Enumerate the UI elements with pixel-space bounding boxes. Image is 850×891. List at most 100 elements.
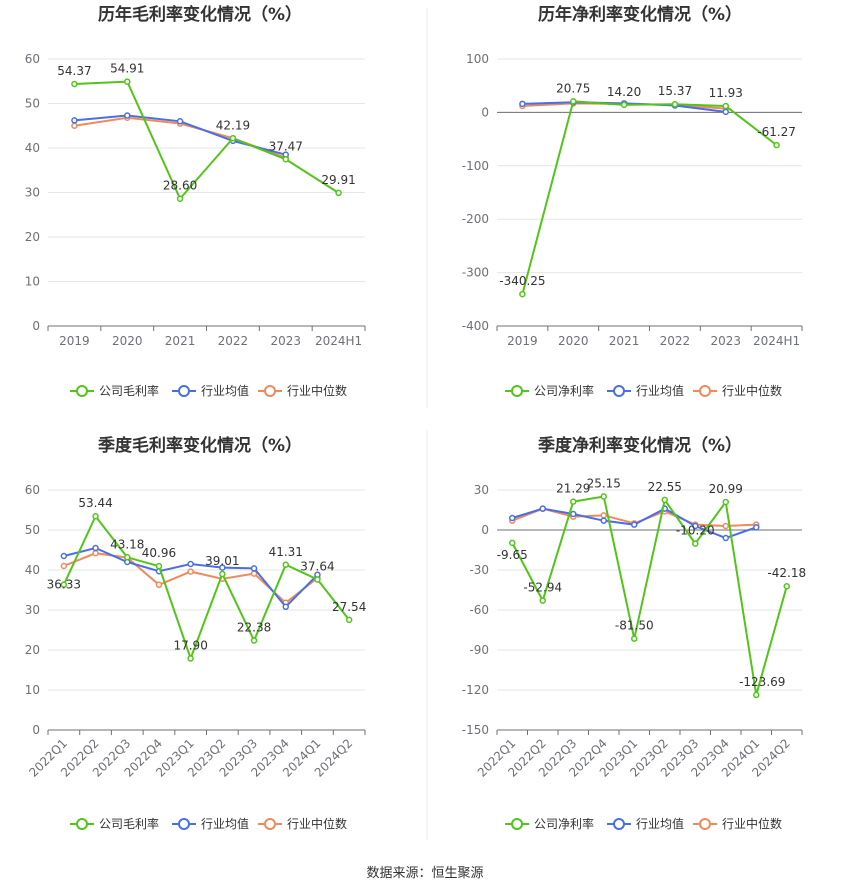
x-tick-label: 2019 [507, 334, 538, 348]
data-point [124, 554, 131, 561]
data-label: 21.29 [556, 482, 590, 496]
y-tick-label: 20 [25, 230, 40, 244]
data-label: -61.27 [757, 125, 796, 139]
legend-swatch-marker [511, 818, 523, 830]
data-label: 28.60 [163, 179, 197, 193]
data-point [250, 637, 258, 644]
data-label: -52.94 [523, 581, 562, 595]
data-point [282, 561, 289, 569]
y-tick-label: -200 [462, 212, 489, 226]
data-point [753, 691, 760, 699]
legend-swatch-marker [178, 818, 190, 830]
y-tick-label: 30 [474, 483, 489, 497]
series-line-0 [521, 100, 778, 295]
x-tick-label: 2020 [112, 334, 143, 348]
data-label: 27.54 [332, 600, 366, 614]
legend-label: 公司净利率 [534, 383, 594, 398]
legend-item: 行业均值 [172, 816, 249, 831]
legend-label: 行业均值 [636, 816, 684, 831]
y-tick-label: 30 [25, 603, 40, 617]
x-tick-label: 2019 [59, 334, 90, 348]
data-point [570, 98, 577, 105]
legend-item: 行业均值 [172, 383, 249, 398]
data-point [692, 540, 699, 547]
data-point [539, 597, 546, 604]
data-point [570, 498, 577, 505]
y-tick-label: 40 [25, 563, 40, 577]
legend-label: 行业中位数 [722, 383, 782, 398]
y-tick-label: 0 [32, 319, 40, 333]
y-tick-label: 10 [25, 683, 40, 697]
data-point [219, 564, 226, 571]
data-label: 37.64 [300, 559, 334, 573]
legend-item: 行业中位数 [258, 383, 347, 398]
legend-label: 公司毛利率 [99, 383, 159, 398]
legend-label: 行业均值 [201, 383, 249, 398]
data-source-footer: 数据来源：恒生聚源 [366, 866, 484, 881]
x-tick-label: 2020 [558, 334, 589, 348]
data-label: 39.01 [205, 554, 239, 568]
data-point [219, 570, 226, 578]
data-label: -42.18 [767, 566, 806, 580]
data-point [314, 576, 321, 583]
data-point [519, 290, 526, 298]
series-line-0 [74, 80, 340, 201]
data-label: -10.20 [676, 524, 715, 538]
legend-item: 公司毛利率 [70, 383, 159, 398]
data-label: 20.99 [709, 482, 743, 496]
data-point [692, 522, 699, 530]
legend-swatch-marker [699, 385, 711, 397]
legend-label: 行业均值 [201, 816, 249, 831]
data-point [92, 512, 99, 520]
data-point [519, 100, 526, 108]
data-point [753, 524, 760, 531]
data-label: 42.19 [216, 118, 250, 132]
data-point [71, 122, 78, 129]
data-point [176, 195, 184, 202]
legend-item: 行业均值 [607, 816, 684, 831]
legend-swatch-marker [264, 385, 276, 397]
x-tick-label: 2024H1 [753, 334, 800, 348]
data-point [71, 117, 78, 124]
data-label: -123.69 [739, 675, 785, 689]
y-tick-label: 10 [25, 275, 40, 289]
y-tick-label: 0 [32, 723, 40, 737]
data-point [600, 493, 607, 500]
data-point [155, 562, 163, 570]
x-tick-label: 2021 [609, 334, 640, 348]
data-point [124, 78, 131, 85]
data-label: 43.18 [110, 537, 144, 551]
data-point [722, 102, 729, 110]
x-tick-label: 2023 [270, 334, 301, 348]
data-point [620, 101, 628, 109]
data-label: -81.50 [615, 619, 654, 633]
data-point [570, 510, 577, 518]
data-point [671, 100, 679, 108]
y-tick-label: -120 [462, 683, 489, 697]
x-tick-label: 2021 [165, 334, 196, 348]
chart-panel-3: 季度毛利率变化情况（%）01020304050602022Q12022Q2202… [25, 435, 367, 831]
legend-swatch-marker [76, 818, 88, 830]
chart-panel-4: 季度净利率变化情况（%）-150-120-90-60-300302022Q120… [462, 435, 806, 831]
data-point [509, 539, 516, 547]
chart-title: 季度毛利率变化情况（%） [98, 435, 302, 456]
y-tick-label: -300 [462, 266, 489, 280]
data-label: 53.44 [78, 496, 112, 510]
data-label: 41.31 [269, 545, 303, 559]
legend-swatch-marker [613, 385, 625, 397]
legend-swatch-marker [76, 385, 88, 397]
chart-title: 季度净利率变化情况（%） [538, 435, 742, 456]
y-tick-label: -60 [469, 603, 489, 617]
data-point [250, 565, 258, 572]
y-tick-label: 50 [25, 97, 40, 111]
legend-item: 行业中位数 [693, 383, 782, 398]
y-tick-label: -150 [462, 723, 489, 737]
data-point [176, 118, 184, 125]
legend-item: 公司毛利率 [70, 816, 159, 831]
data-point [722, 534, 729, 542]
legend-label: 公司毛利率 [99, 816, 159, 831]
data-point [631, 521, 638, 528]
data-label: 29.91 [321, 173, 355, 187]
y-tick-label: -90 [469, 643, 489, 657]
